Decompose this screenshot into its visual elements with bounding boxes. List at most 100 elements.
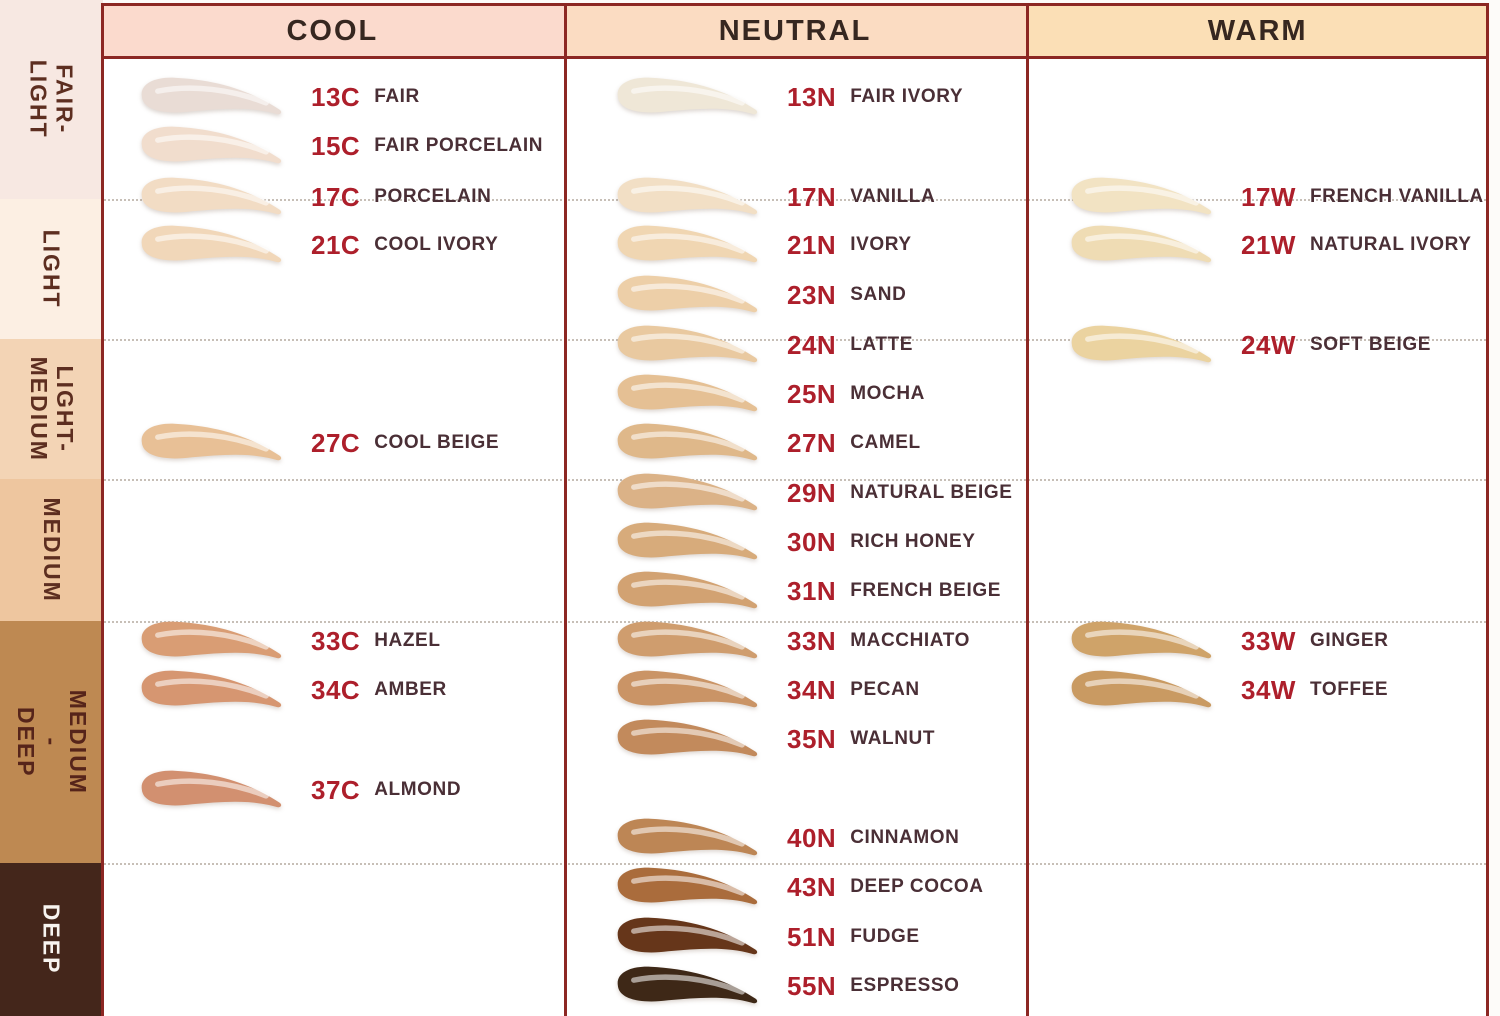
row-separator-line <box>104 863 1486 865</box>
shade-row: 24W SOFT BEIGE <box>1061 317 1484 373</box>
shade-code: 13N <box>787 81 837 112</box>
shade-name: IVORY <box>850 234 912 255</box>
row-separator-line <box>104 199 1486 201</box>
smear-gloss-highlight <box>631 629 745 650</box>
column-border <box>101 3 104 1016</box>
smear-gloss-highlight <box>631 530 745 551</box>
shade-row: 40N CINNAMON <box>607 810 1024 866</box>
shade-swatch-smear <box>1071 621 1212 659</box>
shade-code: 21N <box>787 229 837 260</box>
depth-band-row: MEDIUM - DEEP <box>0 621 103 863</box>
shade-swatch-smear <box>617 670 758 708</box>
shade-swatch-smear <box>141 621 282 659</box>
shade-row: 27C COOL BEIGE <box>131 415 562 471</box>
shade-swatch-smear <box>617 177 758 215</box>
shade-code: 24W <box>1241 329 1296 360</box>
shade-swatch-smear <box>617 77 758 115</box>
shade-name: FAIR <box>374 86 420 107</box>
shade-row: 33W GINGER <box>1061 613 1484 669</box>
shade-name: PORCELAIN <box>374 186 492 207</box>
smear-gloss-highlight <box>155 185 269 206</box>
shade-name: HAZEL <box>374 630 441 651</box>
shade-column-warm: 17W FRENCH VANILLA 21W NATURAL IVORY 24W… <box>1027 0 1486 1016</box>
smear-gloss-highlight <box>1085 233 1199 254</box>
depth-band-row: FAIR- LIGHT <box>0 0 103 199</box>
smear-gloss-highlight <box>631 974 745 995</box>
shade-row: 17C PORCELAIN <box>131 169 562 225</box>
shade-name: WALNUT <box>850 728 936 749</box>
depth-band-label: LIGHT- MEDIUM <box>25 356 78 462</box>
shade-row: 21W NATURAL IVORY <box>1061 217 1484 273</box>
shade-swatch-smear <box>617 571 758 609</box>
depth-band-label: MEDIUM - DEEP <box>12 689 91 795</box>
shade-code: 34C <box>311 674 361 705</box>
shade-code: 17W <box>1241 181 1296 212</box>
undertone-header-warm: WARM <box>1026 6 1490 56</box>
shade-row: 34C AMBER <box>131 662 562 718</box>
shade-row: 27N CAMEL <box>607 415 1024 471</box>
shade-name: MACCHIATO <box>850 630 970 651</box>
shade-swatch-smear <box>1071 325 1212 363</box>
shade-swatch-smear <box>141 225 282 263</box>
shade-code: 15C <box>311 130 361 161</box>
shade-code: 25N <box>787 378 837 409</box>
shade-name: MOCHA <box>850 383 925 404</box>
shade-row: 31N FRENCH BEIGE <box>607 563 1024 619</box>
shade-code: 17C <box>311 181 361 212</box>
smear-gloss-highlight <box>155 778 269 799</box>
smear-gloss-highlight <box>631 85 745 106</box>
shade-code: 21C <box>311 229 361 260</box>
row-separator-line <box>104 621 1486 623</box>
smear-gloss-highlight <box>631 382 745 403</box>
shade-row: 13C FAIR <box>131 69 562 125</box>
shade-name: VANILLA <box>850 186 936 207</box>
shade-code: 51N <box>787 921 837 952</box>
shade-row: 13N FAIR IVORY <box>607 69 1024 125</box>
shade-row: 17W FRENCH VANILLA <box>1061 169 1484 225</box>
shade-swatch-smear <box>141 177 282 215</box>
shade-column-neutral: 13N FAIR IVORY 17N VANILLA 21N IVORY <box>565 0 1026 1016</box>
shade-row: 55N ESPRESSO <box>607 958 1024 1014</box>
depth-sidebar: FAIR- LIGHT LIGHT LIGHT- MEDIUM MEDIUM M… <box>0 0 103 1016</box>
shade-row: 29N NATURAL BEIGE <box>607 465 1024 521</box>
shade-swatch-smear <box>141 77 282 115</box>
shade-name: FAIR PORCELAIN <box>374 135 544 156</box>
shade-row: 51N FUDGE <box>607 909 1024 965</box>
shade-code: 34W <box>1241 674 1296 705</box>
undertone-header: COOL NEUTRAL WARM <box>101 3 1490 59</box>
smear-gloss-highlight <box>631 185 745 206</box>
shade-code: 33C <box>311 625 361 656</box>
smear-gloss-highlight <box>631 826 745 847</box>
smear-gloss-highlight <box>155 629 269 650</box>
shade-swatch-smear <box>1071 177 1212 215</box>
smear-gloss-highlight <box>631 233 745 254</box>
smear-gloss-highlight <box>631 678 745 699</box>
shade-name: NATURAL BEIGE <box>850 482 1013 503</box>
shade-swatch-smear <box>141 770 282 808</box>
smear-gloss-highlight <box>631 333 745 354</box>
shade-swatch-smear <box>617 522 758 560</box>
smear-gloss-highlight <box>155 431 269 452</box>
shade-swatch-smear <box>617 275 758 313</box>
shade-name: GINGER <box>1309 630 1389 651</box>
shade-code: 40N <box>787 822 837 853</box>
shade-swatch-smear <box>617 818 758 856</box>
depth-band-label: LIGHT <box>38 229 65 309</box>
shade-code: 23N <box>787 279 837 310</box>
shade-swatch-smear <box>617 867 758 905</box>
depth-band-label: FAIR- LIGHT <box>25 60 78 139</box>
shade-swatch-smear <box>1071 670 1212 708</box>
shade-row: 34W TOFFEE <box>1061 662 1484 718</box>
shade-code: 55N <box>787 970 837 1001</box>
shade-name: LATTE <box>850 334 914 355</box>
shade-name: FRENCH VANILLA <box>1309 186 1484 207</box>
depth-band-row: LIGHT <box>0 199 103 339</box>
shade-code: 43N <box>787 871 837 902</box>
column-border <box>1486 3 1489 1016</box>
shade-name: TOFFEE <box>1309 679 1389 700</box>
smear-gloss-highlight <box>631 579 745 600</box>
smear-gloss-highlight <box>631 875 745 896</box>
shade-name: PECAN <box>850 679 920 700</box>
depth-band-row: LIGHT- MEDIUM <box>0 339 103 479</box>
depth-band-label: DEEP <box>38 904 65 975</box>
